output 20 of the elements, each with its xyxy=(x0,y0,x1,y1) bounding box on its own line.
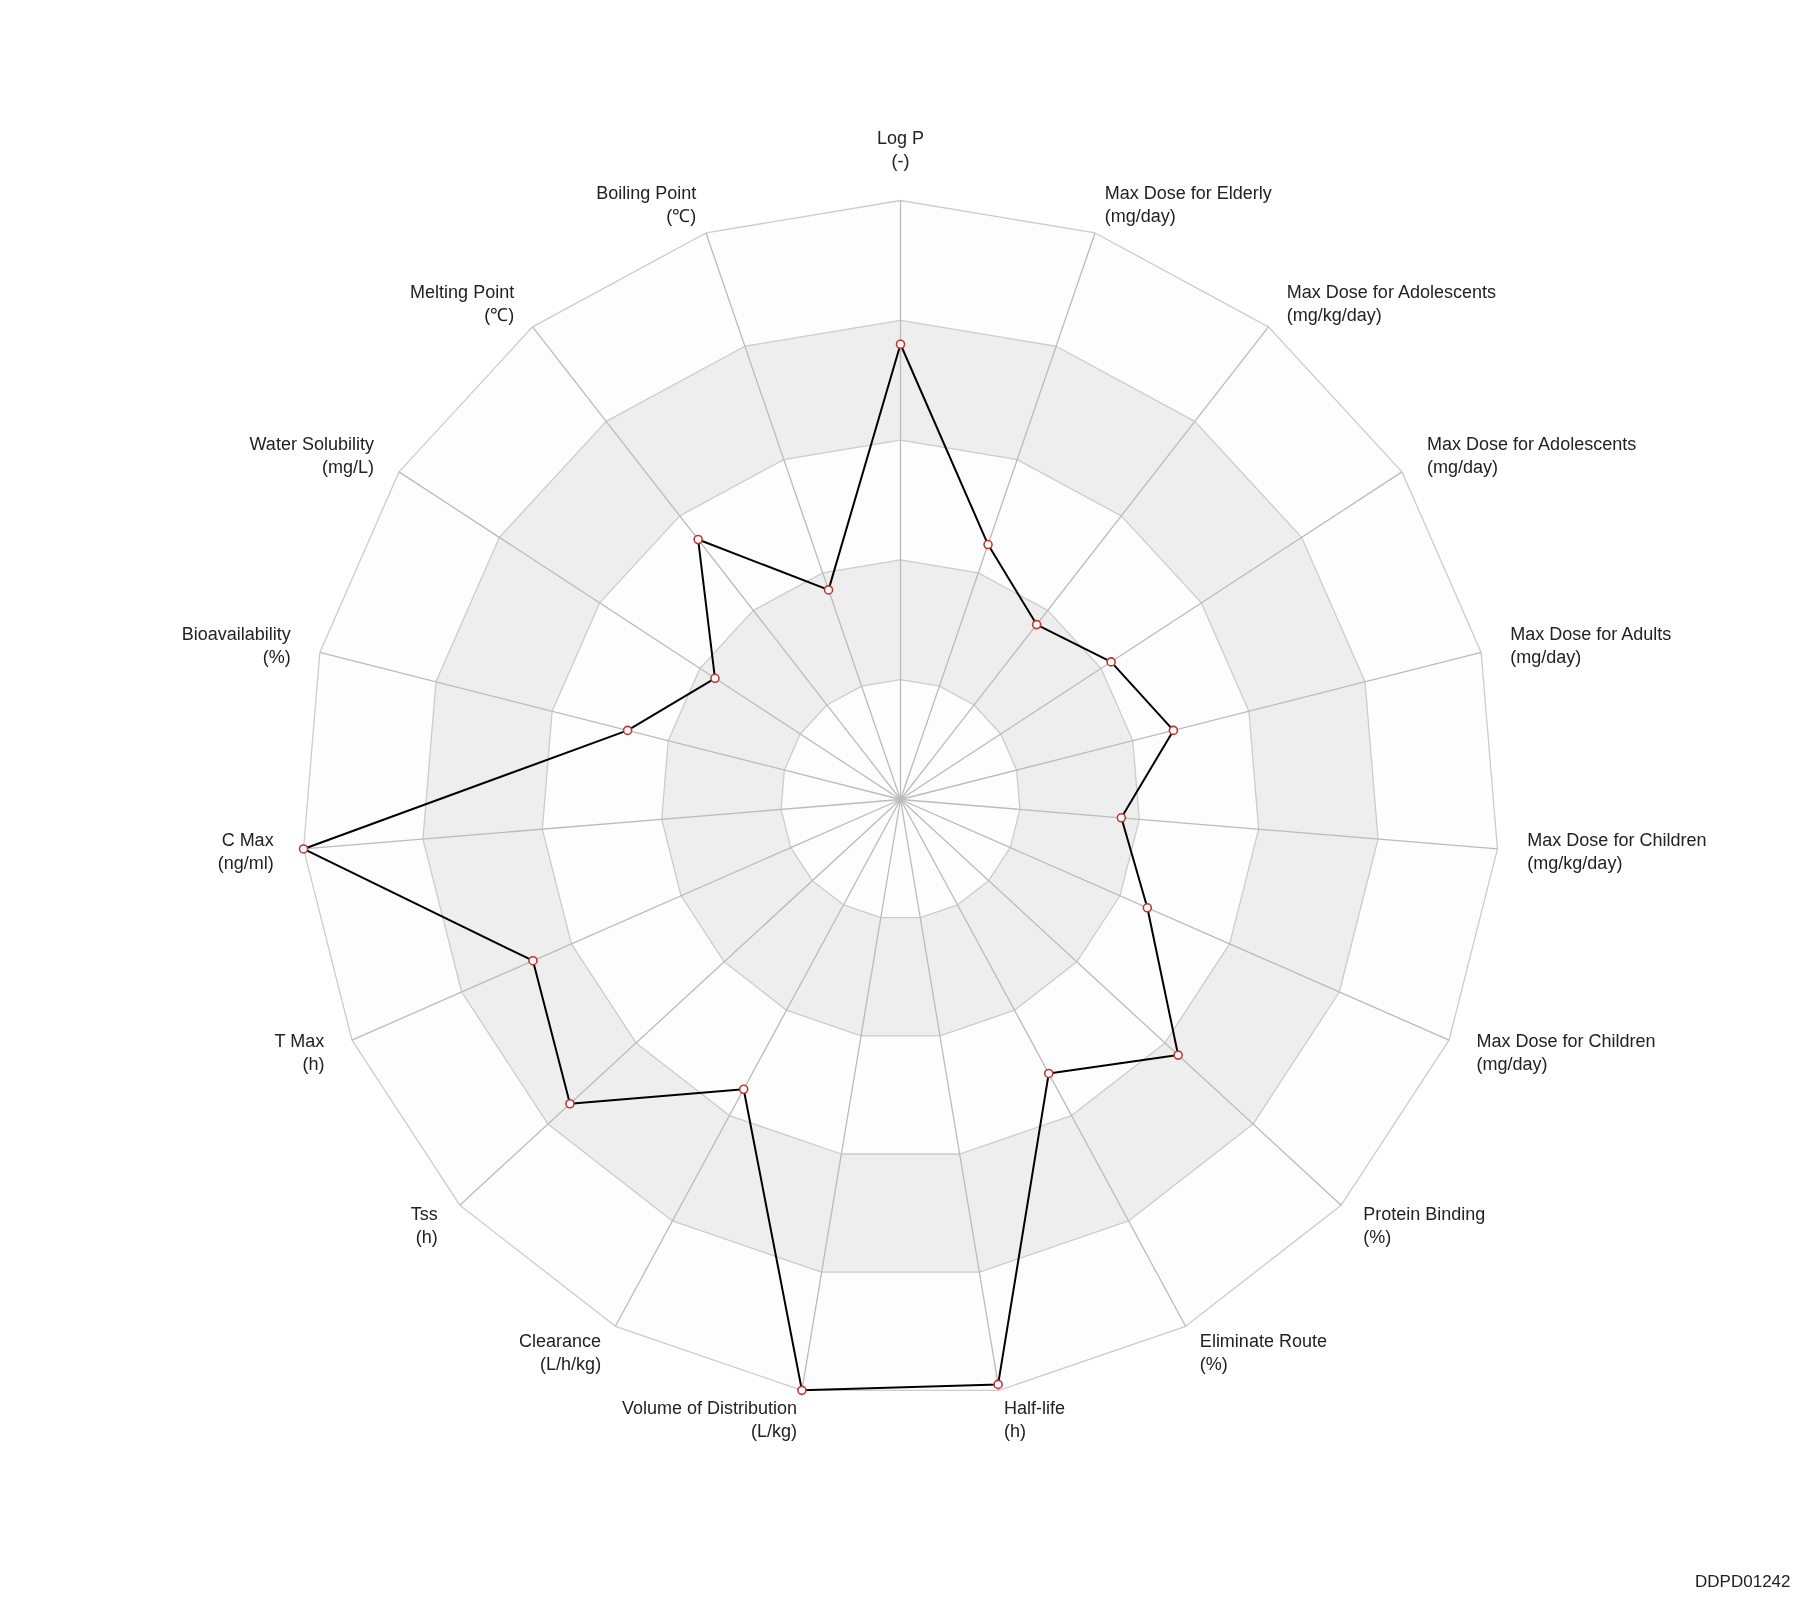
spoke-label: Clearance (L/h/kg) xyxy=(519,1331,602,1375)
spoke-label: Boiling Point (℃) xyxy=(596,183,697,227)
spoke-label: Max Dose for Adults (mg/day) xyxy=(1510,623,1672,667)
text: DDPD01242 xyxy=(1695,1571,1791,1591)
spoke-label: Max Dose for Children (mg/kg/day) xyxy=(1527,829,1707,873)
spoke-label: Max Dose for Children (mg/day) xyxy=(1476,1030,1656,1074)
spoke-label: Volume of Distribution (L/kg) xyxy=(621,1398,797,1442)
spoke-label: Max Dose for Elderly (mg/day) xyxy=(1104,183,1272,227)
spoke-label: Log P (-) xyxy=(876,127,925,171)
spoke-label: C Max (ng/ml) xyxy=(217,829,274,873)
spoke-label: Water Solubility (mg/L) xyxy=(249,433,374,477)
spoke-label: Protein Binding (%) xyxy=(1363,1204,1486,1248)
spoke-label: T Max (h) xyxy=(274,1030,325,1074)
spoke-label: Half-life (h) xyxy=(1004,1398,1066,1442)
spoke-label: Max Dose for Adolescents (mg/day) xyxy=(1427,433,1637,477)
spoke-label: Max Dose for Adolescents (mg/kg/day) xyxy=(1286,281,1496,325)
spoke-label: Melting Point (℃) xyxy=(410,281,515,325)
spoke-label: Tss (h) xyxy=(410,1204,438,1248)
spoke-label: Eliminate Route (%) xyxy=(1199,1331,1327,1375)
spoke-label: Bioavailability (%) xyxy=(181,623,291,667)
